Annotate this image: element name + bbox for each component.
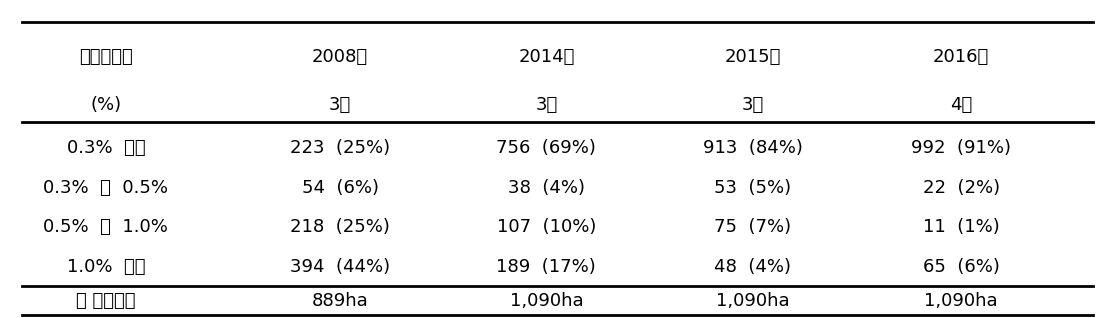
Text: 3월: 3월 (535, 96, 558, 114)
Text: 38  (4%): 38 (4%) (507, 179, 585, 197)
Text: 53  (5%): 53 (5%) (714, 179, 792, 197)
Text: 189  (17%): 189 (17%) (496, 258, 597, 276)
Text: 4월: 4월 (950, 96, 972, 114)
Text: 889ha: 889ha (312, 292, 368, 309)
Text: 3월: 3월 (741, 96, 764, 114)
Text: 1.0%  이상: 1.0% 이상 (67, 258, 145, 276)
Text: 쳙 조사면적: 쳙 조사면적 (76, 292, 136, 309)
Text: 22  (2%): 22 (2%) (922, 179, 1000, 197)
Text: 0.5%  ～  1.0%: 0.5% ～ 1.0% (43, 218, 168, 236)
Text: 0.3%  ～  0.5%: 0.3% ～ 0.5% (43, 179, 168, 197)
Text: 913  (84%): 913 (84%) (702, 139, 803, 157)
Text: 65  (6%): 65 (6%) (923, 258, 999, 276)
Text: 75  (7%): 75 (7%) (714, 218, 792, 236)
Text: 1,090ha: 1,090ha (510, 292, 583, 309)
Text: 218  (25%): 218 (25%) (290, 218, 390, 236)
Text: 992  (91%): 992 (91%) (911, 139, 1011, 157)
Text: 토양염농도: 토양염농도 (79, 48, 133, 66)
Text: 1,090ha: 1,090ha (924, 292, 998, 309)
Text: 3월: 3월 (329, 96, 351, 114)
Text: 2008년: 2008년 (312, 48, 368, 66)
Text: 48  (4%): 48 (4%) (714, 258, 792, 276)
Text: 223  (25%): 223 (25%) (290, 139, 390, 157)
Text: 394  (44%): 394 (44%) (290, 258, 390, 276)
Text: 1,090ha: 1,090ha (716, 292, 789, 309)
Text: 2014년: 2014년 (518, 48, 574, 66)
Text: 11  (1%): 11 (1%) (923, 218, 999, 236)
Text: 2015년: 2015년 (725, 48, 780, 66)
Text: 107  (10%): 107 (10%) (496, 218, 597, 236)
Text: (%): (%) (90, 96, 122, 114)
Text: 0.3%  이하: 0.3% 이하 (67, 139, 145, 157)
Text: 54  (6%): 54 (6%) (301, 179, 379, 197)
Text: 2016년: 2016년 (933, 48, 989, 66)
Text: 756  (69%): 756 (69%) (496, 139, 597, 157)
